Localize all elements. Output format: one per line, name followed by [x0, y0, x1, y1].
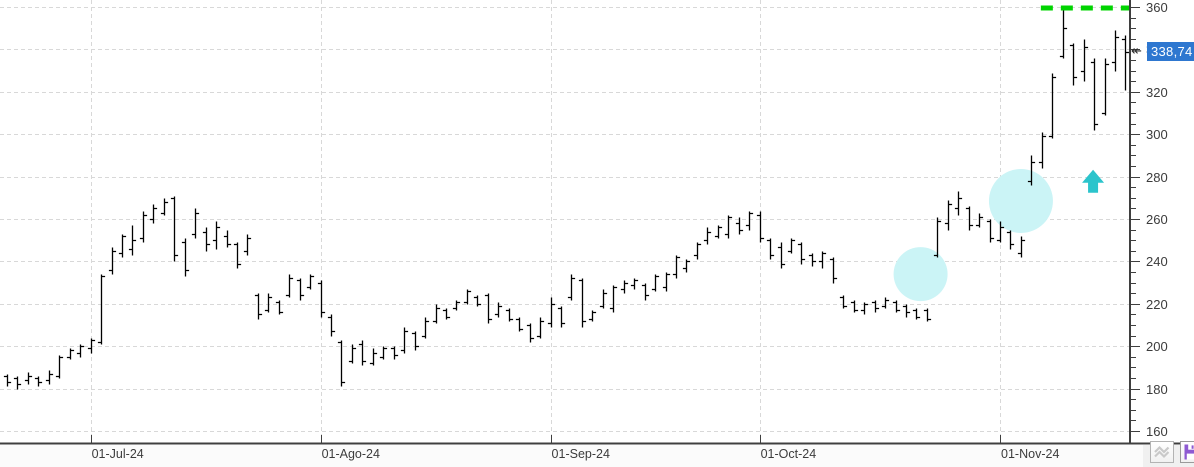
price-axis-tick-label: 200 — [1146, 339, 1168, 355]
price-axis-tick-label: 240 — [1146, 254, 1168, 270]
time-axis[interactable] — [0, 444, 1194, 467]
time-axis-tick-label: 01-Oct-24 — [760, 447, 817, 461]
time-axis-tick-label: 01-Ago-24 — [321, 447, 380, 461]
save-icon — [1184, 444, 1194, 460]
price-axis-tick-label: 300 — [1146, 127, 1168, 143]
chart-annotations[interactable] — [1040, 5, 1129, 193]
price-axis-tick-label: 360 — [1146, 0, 1168, 15]
highlight-circles[interactable] — [893, 168, 1053, 302]
highlight-circle[interactable] — [988, 168, 1053, 233]
axis-frame — [0, 0, 1194, 445]
time-axis-tick-label: 01-Jul-24 — [91, 447, 144, 461]
save-button[interactable] — [1180, 441, 1194, 463]
buy-arrow-marker[interactable] — [1082, 169, 1105, 193]
time-axis-tick-label: 01-Sep-24 — [551, 447, 610, 461]
last-price-axis-arrow-icon: ↞ — [1131, 43, 1142, 58]
price-axis-tick-label: 280 — [1146, 169, 1168, 185]
price-axis-tick-label: 320 — [1146, 84, 1168, 100]
price-axis-tick-label: 160 — [1146, 424, 1168, 439]
gridlines — [0, 0, 1129, 443]
ohlc-bars — [3, 9, 1130, 390]
highlight-circle[interactable] — [893, 247, 948, 302]
zigzag-icon — [1154, 445, 1170, 459]
zigzag-tool-button[interactable] — [1150, 441, 1174, 463]
last-price-label: 338,74 — [1147, 42, 1194, 61]
price-axis-tick-label: 220 — [1146, 296, 1168, 312]
price-axis-tick-label: 180 — [1146, 381, 1168, 397]
time-axis-tick-label: 01-Nov-24 — [1001, 447, 1060, 461]
price-axis-tick-label: 260 — [1146, 212, 1168, 227]
